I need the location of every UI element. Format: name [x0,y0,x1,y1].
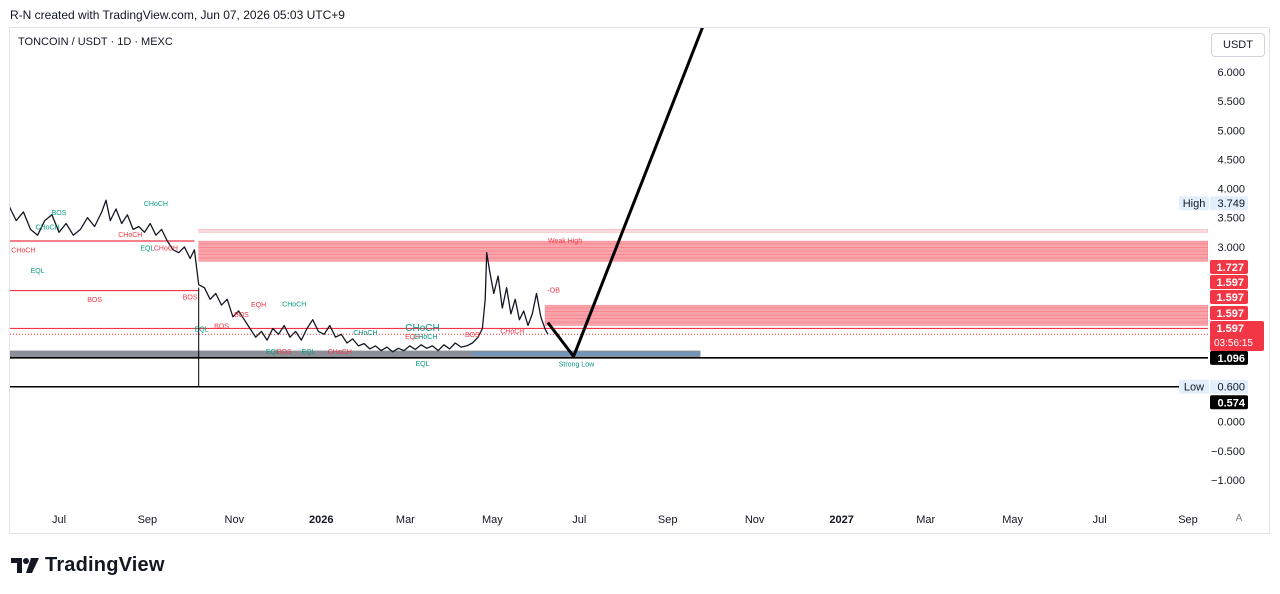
annotation-label: CHoCH [500,329,524,336]
weak-high-zone [198,240,1208,262]
x-tick-label: 2027 [829,514,853,526]
annotation-label: EQL [31,268,45,275]
y-tick-label: 4.500 [1217,154,1245,166]
price-badge-text: 1.597 [1216,323,1244,335]
low-marker-tag [1179,379,1209,394]
annotation-label: CHoCH [413,334,437,341]
y-tick-label: 5.500 [1217,96,1245,108]
price-badge [1210,306,1248,320]
low-marker-value-bg [1210,379,1248,394]
price-badge-text: 0.574 [1217,397,1245,409]
high-marker-tag [1179,196,1209,211]
price-badge-text: 1.727 [1216,262,1244,274]
y-tick-label: 3.500 [1217,213,1245,225]
annotation-label: CHoCH [11,248,35,255]
brand: TradingView [11,551,165,579]
countdown-text: 03:56:15 [1214,338,1253,349]
grey-box-zone [10,350,701,358]
y-tick-label: −1.000 [1211,475,1245,487]
price-badge-low [1210,395,1248,410]
price-badge-strong-low [1210,350,1248,365]
annotation-label: CHoCH [36,224,60,231]
price-series-line [10,199,549,353]
y-tick-label: 4.000 [1217,184,1245,196]
annotation-label: BOS [277,349,292,356]
high-marker-label: High [1183,198,1206,210]
annotation-label: EQH [251,302,266,309]
x-tick-label: Mar [396,514,415,526]
annotation-label: BOS [52,210,67,217]
currency-button[interactable]: USDT [1211,33,1265,57]
tradingview-logo-icon [11,558,39,573]
projection-path [546,28,704,358]
x-tick-label: Jul [572,514,586,526]
x-tick-label: Sep [1178,514,1198,526]
price-badge [1210,275,1248,289]
ob-zone [544,304,1208,326]
annotation-label: EQL [415,361,429,368]
annotation-label: CHoCH [328,349,352,356]
annotation-label: -OB [547,287,560,294]
x-tick-label: Jul [52,514,66,526]
weak-high-band [198,229,1208,233]
y-tick-label: 3.000 [1217,242,1245,254]
header-credit: R-N created with TradingView.com, Jun 07… [10,8,345,22]
price-badge-text: 1.597 [1216,308,1244,320]
high-marker-value: 3.749 [1217,198,1245,210]
x-tick-label: May [1002,514,1023,526]
annotation-label: Weak High [548,238,582,245]
price-badge-text: 1.597 [1216,277,1244,289]
y-tick-label: 5.000 [1217,125,1245,137]
x-tick-label: Nov [745,514,765,526]
annotation-label: Strong Low [559,361,595,368]
x-tick-label: Sep [658,514,678,526]
annotation-label: CHoCH [282,301,306,308]
y-tick-label: 6.000 [1217,67,1245,79]
price-badge [1210,260,1248,274]
annotation-label: EQL [301,349,315,356]
annotation-label: EQH [405,334,420,341]
x-tick-label: Nov [225,514,245,526]
annotation-label: CHoCH [353,330,377,337]
price-badge [1210,290,1248,304]
low-marker-value: 0.600 [1217,382,1245,394]
annotation-label: CHoCH [405,323,439,334]
annotation-label: EQL [140,245,154,252]
chart-frame[interactable] [9,27,1270,534]
price-badge-text: 1.597 [1216,292,1244,304]
y-tick-label: −0.500 [1211,446,1245,458]
annotation-label: BOS [183,294,198,301]
y-tick-label: 1.096 [1217,353,1245,365]
x-tick-label: Jul [1093,514,1107,526]
symbol-title: TONCOIN / USDT · 1D · MEXC [18,36,173,48]
annotation-label: CHoCH [154,245,178,252]
annotation-label: EQL [266,349,280,356]
annotation-label: BOS [214,323,229,330]
price-badge [1210,321,1264,351]
blue-ob-zone [472,351,701,356]
annotation-label: BOS [234,312,249,319]
x-tick-label: Sep [138,514,158,526]
brand-name: TradingView [45,553,165,576]
auto-scale-button[interactable]: A [1235,513,1243,524]
annotation-label: BOS [465,332,480,339]
x-tick-label: Mar [916,514,935,526]
y-tick-label: 0.000 [1217,417,1245,429]
annotation-label: CHoCH [144,201,168,208]
x-tick-label: 2026 [309,514,333,526]
annotation-label: EQL [195,326,209,333]
low-marker-label: Low [1184,382,1204,394]
annotation-label: BOS [87,297,102,304]
high-marker-value-bg [1210,196,1248,211]
annotation-label: CHoCH [118,232,142,239]
x-tick-label: May [482,514,503,526]
